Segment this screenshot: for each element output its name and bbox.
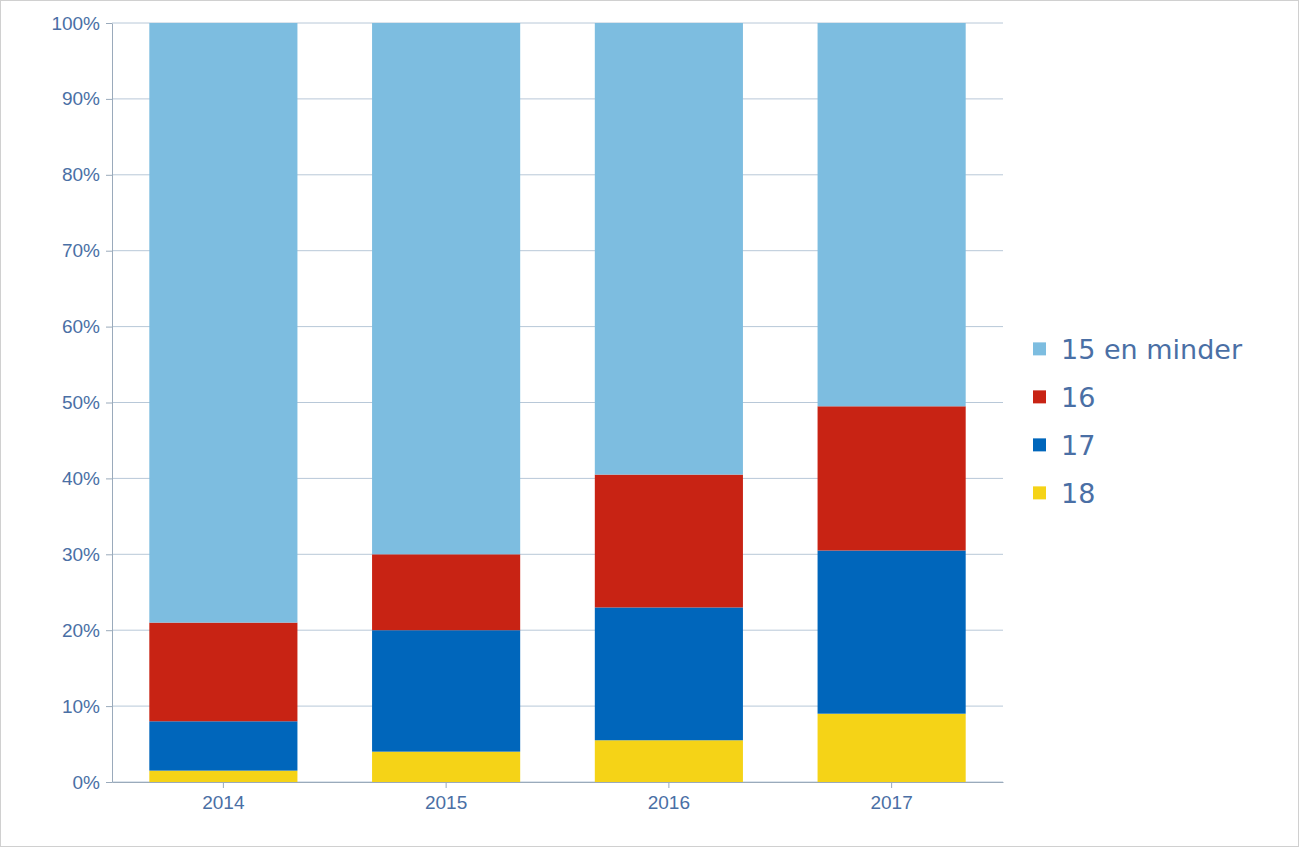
chart: 0%10%20%30%40%50%60%70%80%90%100%2014201… [0, 0, 1299, 847]
y-tick-label: 10% [62, 696, 100, 717]
y-tick-mark [106, 478, 112, 479]
x-tick: 2014 [202, 782, 245, 813]
y-tick: 40% [62, 468, 112, 489]
y-tick-mark [106, 630, 112, 631]
x-tick: 2016 [648, 782, 690, 813]
y-tick: 30% [62, 544, 112, 565]
y-tick-mark [106, 99, 112, 100]
y-tick: 90% [62, 88, 112, 109]
x-tick-label: 2016 [648, 792, 690, 813]
x-tick: 2015 [425, 782, 467, 813]
y-tick-mark [106, 706, 112, 707]
bar-segment [818, 23, 966, 406]
y-tick-label: 30% [62, 544, 100, 565]
y-tick: 60% [62, 316, 112, 337]
bar-segment [372, 554, 520, 630]
x-axis: 2014 2015 2016 2017 [113, 782, 1004, 813]
legend-swatch [1033, 486, 1046, 499]
bar-segment [818, 406, 966, 550]
frame [1, 1, 1299, 847]
x-tick: 2017 [870, 782, 912, 813]
bar-segment [595, 740, 743, 782]
legend-item: 18 [1033, 478, 1095, 509]
y-tick-label: 0% [73, 772, 101, 793]
legend-item: 17 [1033, 430, 1095, 461]
y-tick-mark [106, 554, 112, 555]
legend-swatch [1033, 342, 1046, 355]
bar-segment [149, 623, 297, 722]
y-tick-label: 90% [62, 88, 100, 109]
bar-segment [149, 23, 297, 623]
legend-item: 15 en minder [1033, 334, 1243, 365]
bar-segment [595, 475, 743, 608]
x-tick-label: 2015 [425, 792, 467, 813]
y-tick-label: 60% [62, 316, 100, 337]
bar-segment [818, 551, 966, 714]
series [149, 714, 965, 782]
y-tick-mark [106, 403, 112, 404]
bar-segment [149, 721, 297, 770]
plot: 0%10%20%30%40%50%60%70%80%90%100%2014201… [51, 13, 1003, 814]
bars [149, 23, 965, 782]
legend-item: 16 [1033, 382, 1095, 413]
legend-swatch [1033, 390, 1046, 403]
x-tick-label: 2014 [202, 792, 245, 813]
x-tick-mark [446, 782, 447, 788]
y-tick-label: 100% [51, 13, 100, 34]
y-tick: 80% [62, 164, 112, 185]
bar-segment [595, 607, 743, 740]
bar-segment [818, 714, 966, 782]
y-tick-mark [106, 251, 112, 252]
x-tick-mark [223, 782, 224, 788]
bar-segment [595, 23, 743, 475]
y-tick: 0% [73, 772, 112, 793]
legend-label: 15 en minder [1061, 334, 1243, 365]
y-tick-mark [106, 782, 112, 783]
series [149, 23, 965, 623]
y-tick-mark [106, 23, 112, 24]
y-tick: 20% [62, 620, 112, 641]
x-axis-line [113, 782, 1004, 783]
y-tick-mark [106, 175, 112, 176]
grid [112, 23, 1003, 782]
legend-label: 18 [1061, 478, 1095, 509]
bar-segment [372, 630, 520, 751]
x-tick-label: 2017 [870, 792, 912, 813]
legend-swatch [1033, 438, 1046, 451]
y-tick-label: 70% [62, 240, 100, 261]
legend-label: 17 [1061, 430, 1095, 461]
y-axis-line [112, 24, 113, 783]
y-tick-label: 40% [62, 468, 100, 489]
y-tick: 10% [62, 696, 112, 717]
y-tick-label: 20% [62, 620, 100, 641]
y-tick: 70% [62, 240, 112, 261]
x-tick-mark [668, 782, 669, 788]
bar-segment [372, 752, 520, 782]
y-tick-label: 50% [62, 392, 100, 413]
bar-segment [149, 771, 297, 782]
legend-label: 16 [1061, 382, 1095, 413]
x-tick-mark [891, 782, 892, 788]
legend: 15 en minder 16 17 18 [1033, 334, 1243, 509]
y-tick: 50% [62, 392, 112, 413]
bar-segment [372, 23, 520, 554]
y-tick-mark [106, 327, 112, 328]
y-tick: 100% [51, 13, 112, 34]
y-tick-label: 80% [62, 164, 100, 185]
y-axis: 0% 10% 20% 30% 40% 50% 60% 70% 80% 90% 100% [51, 13, 112, 793]
